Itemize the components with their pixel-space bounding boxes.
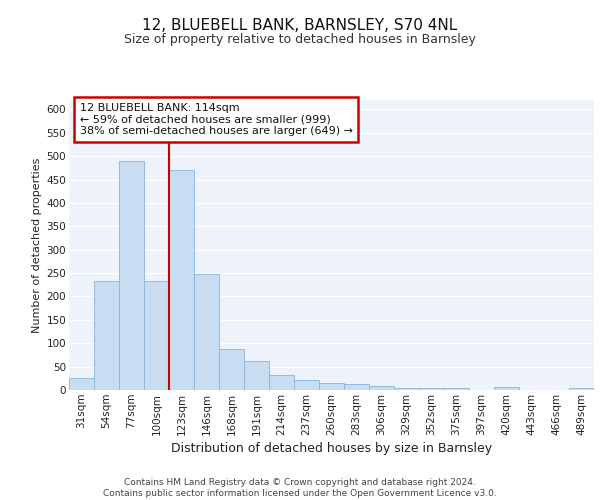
Bar — [94, 282, 119, 390]
Bar — [194, 274, 219, 390]
Bar — [244, 360, 269, 390]
Text: Size of property relative to detached houses in Barnsley: Size of property relative to detached ho… — [124, 32, 476, 46]
X-axis label: Distribution of detached houses by size in Barnsley: Distribution of detached houses by size … — [171, 442, 492, 455]
Bar — [419, 388, 444, 390]
Bar — [294, 380, 319, 390]
Text: 12, BLUEBELL BANK, BARNSLEY, S70 4NL: 12, BLUEBELL BANK, BARNSLEY, S70 4NL — [142, 18, 458, 32]
Bar — [219, 349, 244, 390]
Bar — [494, 387, 519, 390]
Bar — [269, 375, 294, 390]
Bar — [344, 384, 369, 390]
Bar — [569, 388, 594, 390]
Y-axis label: Number of detached properties: Number of detached properties — [32, 158, 43, 332]
Bar — [394, 388, 419, 390]
Bar — [444, 388, 469, 390]
Bar — [119, 161, 144, 390]
Bar — [319, 384, 344, 390]
Text: Contains HM Land Registry data © Crown copyright and database right 2024.
Contai: Contains HM Land Registry data © Crown c… — [103, 478, 497, 498]
Text: 12 BLUEBELL BANK: 114sqm
← 59% of detached houses are smaller (999)
38% of semi-: 12 BLUEBELL BANK: 114sqm ← 59% of detach… — [79, 103, 353, 136]
Bar — [169, 170, 194, 390]
Bar — [144, 282, 169, 390]
Bar — [369, 386, 394, 390]
Bar — [69, 378, 94, 390]
